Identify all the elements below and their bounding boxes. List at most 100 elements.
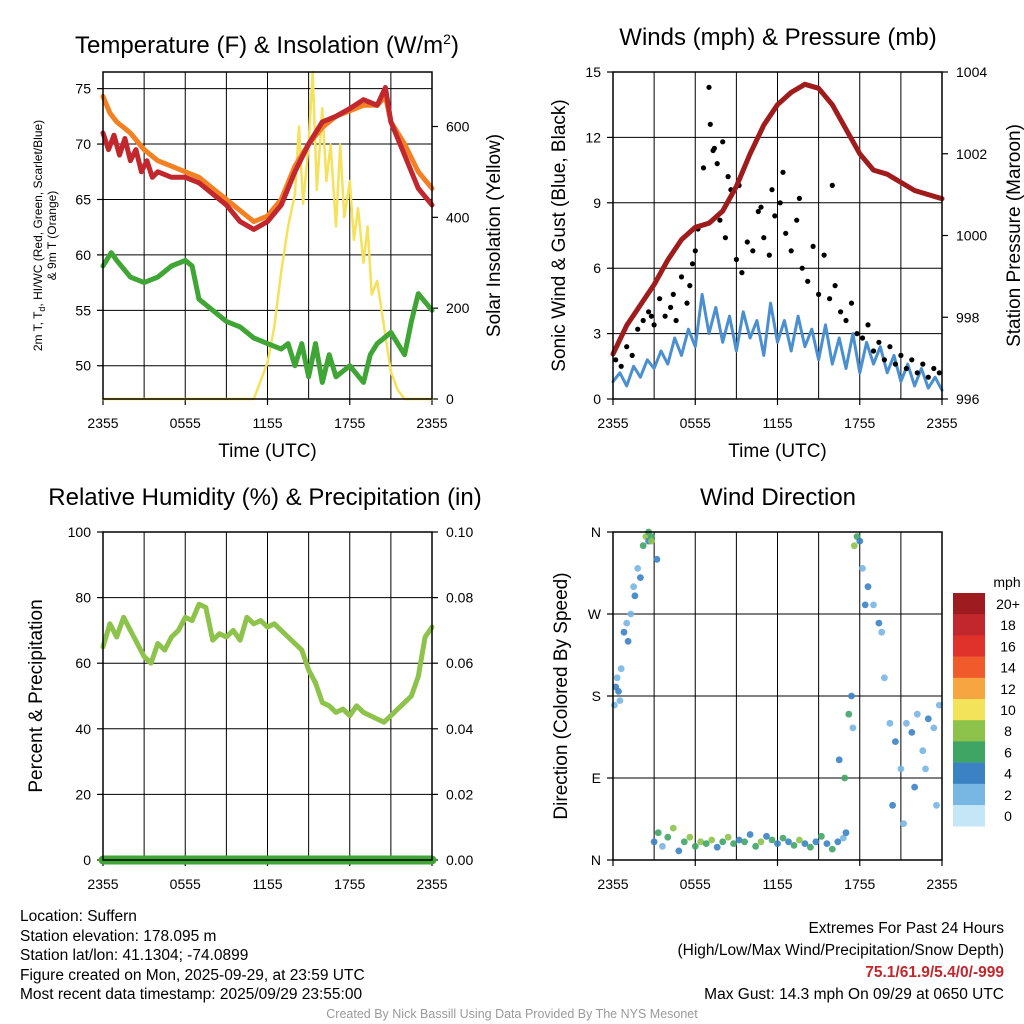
x-axis-label: Time (UTC) bbox=[218, 441, 317, 462]
y-tick-label: 0 bbox=[83, 852, 91, 868]
direction-point bbox=[746, 831, 754, 838]
direction-point bbox=[752, 842, 759, 850]
direction-point bbox=[930, 724, 938, 732]
y2-tick-label: 996 bbox=[956, 391, 980, 407]
y-tick-label: 9 bbox=[593, 195, 601, 211]
gust-point bbox=[744, 239, 750, 245]
y-axis-label: 2m T, Td, HI/WC (Red, Green, Scarlet/Blu… bbox=[31, 120, 59, 351]
recent-timestamp: Most recent data timestamp: 2025/09/29 2… bbox=[20, 986, 363, 1004]
x-tick-label: 2355 bbox=[597, 876, 628, 892]
y-tick-label: 60 bbox=[75, 247, 91, 263]
direction-point bbox=[611, 701, 618, 709]
y-axis-label-text: Percent & Precipitation bbox=[26, 599, 47, 792]
gust-point bbox=[859, 335, 866, 341]
gust-point bbox=[648, 313, 655, 319]
direction-point bbox=[839, 834, 847, 842]
x-tick-label: 1155 bbox=[252, 415, 282, 431]
x-tick-label: 1755 bbox=[334, 876, 365, 892]
legend-swatch bbox=[953, 720, 985, 742]
extremes-subheading: (High/Low/Max Wind/Precipitation/Snow De… bbox=[677, 942, 1005, 959]
y-axis-label-text: Sonic Wind & Gust (Blue, Black) bbox=[549, 99, 570, 371]
x-tick-label: 2355 bbox=[926, 415, 957, 431]
y-axis-label-line1: 2m T, Td, HI/WC (Red, Green, Scarlet/Blu… bbox=[31, 120, 47, 351]
station-latlon: Station lat/lon: 41.1304; -74.0899 bbox=[20, 947, 249, 965]
y-tick-label: 40 bbox=[75, 721, 91, 737]
y-tick-label: 12 bbox=[585, 129, 601, 145]
y-tick-label: S bbox=[592, 688, 601, 704]
direction-point bbox=[613, 674, 621, 682]
direction-point bbox=[631, 592, 639, 600]
direction-point bbox=[856, 537, 864, 545]
figure-created: Figure created on Mon, 2025-09-29, at 23… bbox=[20, 966, 365, 984]
panel-humidity: 0 20 40 60 80 100 2355 0555 1155 1755 2355 0.00 0.02… bbox=[26, 484, 482, 892]
direction-point bbox=[933, 801, 940, 809]
gust-point bbox=[670, 291, 676, 297]
gust-point bbox=[783, 230, 789, 236]
series-line-relative-humidity bbox=[100, 601, 435, 725]
y-tick-label: 70 bbox=[75, 136, 91, 152]
credit-line: Created By Nick Bassill Using Data Provi… bbox=[326, 1007, 698, 1021]
y-tick-label: N bbox=[591, 852, 601, 868]
y-tick-label: 3 bbox=[593, 326, 601, 342]
direction-point bbox=[900, 820, 907, 827]
x-tick-label: 2355 bbox=[416, 876, 447, 892]
direction-point bbox=[774, 840, 781, 847]
direction-point bbox=[848, 692, 855, 700]
gust-point bbox=[892, 361, 899, 367]
y-tick-label: 20 bbox=[75, 786, 91, 802]
legend-swatch bbox=[953, 593, 985, 615]
y-axis-label: Direction (Colored By Speed) bbox=[551, 572, 572, 819]
gust-point bbox=[829, 182, 835, 188]
direction-point bbox=[870, 601, 877, 609]
y-axis-label-text: Direction (Colored By Speed) bbox=[551, 572, 572, 819]
gust-point bbox=[794, 217, 800, 223]
direction-point bbox=[650, 838, 658, 846]
gust-point bbox=[722, 235, 729, 241]
direction-point bbox=[735, 836, 743, 844]
direction-point bbox=[648, 537, 655, 545]
direction-point bbox=[903, 719, 910, 727]
direction-point bbox=[620, 628, 628, 636]
direction-point bbox=[875, 619, 883, 627]
gust-point bbox=[766, 252, 772, 258]
legend-swatch bbox=[953, 699, 985, 721]
gust-point bbox=[687, 283, 693, 289]
legend-label: 18 bbox=[1000, 617, 1016, 633]
gust-point bbox=[788, 248, 794, 254]
legend-swatch bbox=[953, 614, 985, 636]
x-tick-label: 1755 bbox=[334, 415, 365, 431]
direction-point bbox=[702, 840, 710, 847]
x-axis-label: Time (UTC) bbox=[728, 441, 827, 462]
gust-point bbox=[720, 139, 726, 145]
gust-point bbox=[684, 300, 690, 306]
gust-point bbox=[640, 317, 646, 324]
legend-swatch bbox=[953, 677, 985, 700]
gust-point bbox=[662, 313, 668, 319]
gust-point bbox=[854, 331, 860, 337]
y-tick-label: N bbox=[591, 524, 601, 540]
direction-point bbox=[823, 840, 831, 847]
station-elevation: Station elevation: 178.095 m bbox=[20, 927, 217, 945]
y-tick-label: 80 bbox=[75, 590, 91, 606]
y-tick-label: 0 bbox=[593, 391, 601, 407]
direction-point bbox=[616, 697, 624, 704]
gust-point bbox=[714, 161, 720, 167]
direction-point bbox=[675, 847, 683, 855]
plot-frame bbox=[612, 531, 943, 861]
direction-point bbox=[779, 834, 787, 842]
direction-point bbox=[659, 842, 666, 850]
y-tick-label: 100 bbox=[68, 524, 92, 540]
gust-point bbox=[914, 370, 920, 376]
y2-axis-label: Solar Insolation (Yellow) bbox=[484, 134, 505, 337]
legend-label: 10 bbox=[1000, 702, 1016, 718]
gust-point bbox=[758, 204, 764, 210]
gust-point bbox=[821, 252, 827, 258]
panel-title: Relative Humidity (%) & Precipitation (i… bbox=[48, 484, 481, 511]
legend-label: 20+ bbox=[996, 596, 1020, 612]
direction-point bbox=[730, 840, 737, 847]
gust-point bbox=[750, 248, 756, 254]
gust-point bbox=[865, 322, 871, 328]
gust-point bbox=[810, 243, 816, 249]
gust-point bbox=[707, 121, 713, 127]
